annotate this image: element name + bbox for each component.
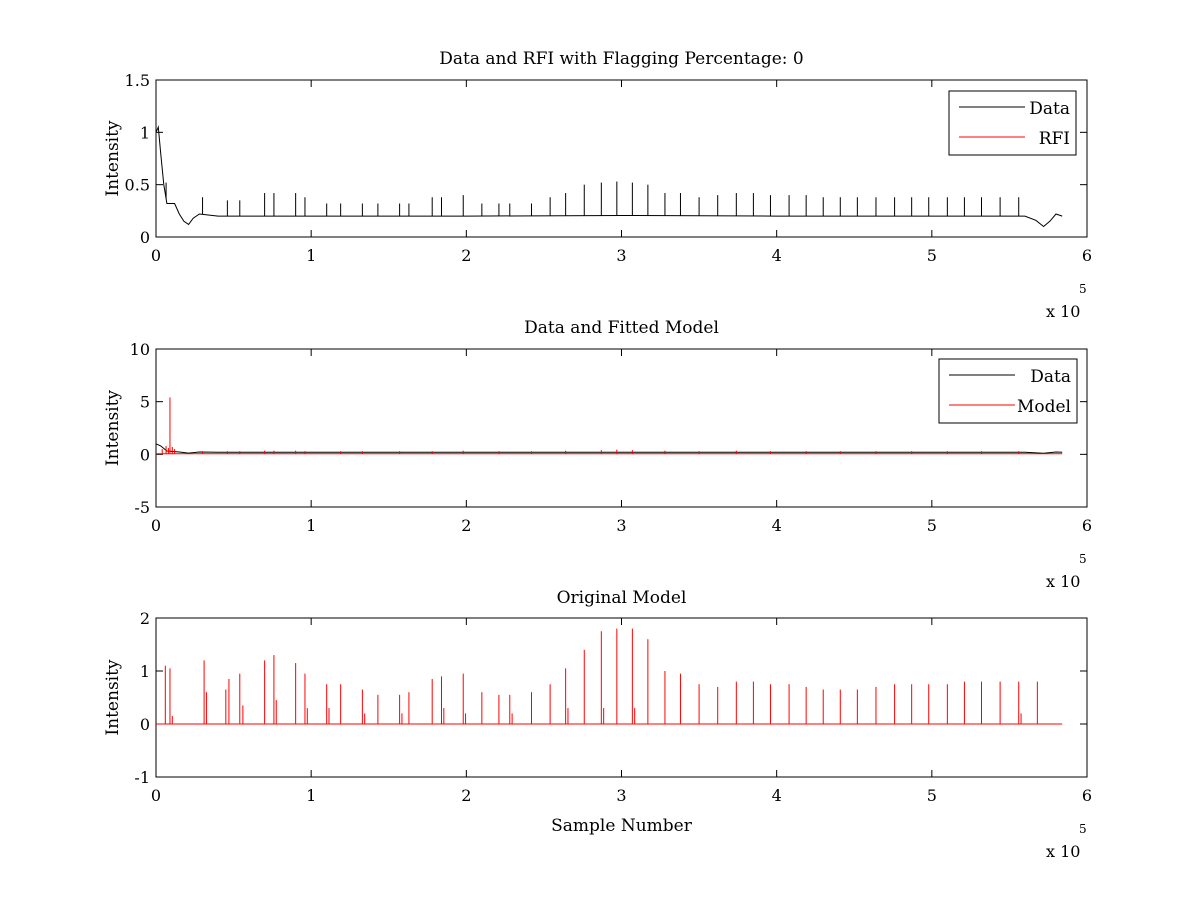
x-tick-label: 1	[306, 516, 316, 535]
x-tick-label: 0	[151, 786, 161, 805]
y-axis-label: Intensity	[103, 120, 123, 196]
x-tick-label: 5	[927, 516, 937, 535]
y-tick-label: 0	[140, 228, 150, 247]
x-exponent-power: 5	[1079, 822, 1087, 836]
x-tick-label: 5	[927, 246, 937, 265]
x-tick-label: 6	[1082, 516, 1092, 535]
x-tick-label: 2	[461, 246, 471, 265]
legend-label: Model	[1017, 397, 1071, 417]
legend-label: RFI	[1039, 129, 1070, 149]
x-tick-label: 3	[616, 516, 626, 535]
x-exponent-power: 5	[1079, 552, 1087, 566]
chart-title: Original Model	[557, 588, 687, 608]
x-tick-label: 3	[616, 246, 626, 265]
y-tick-label: -1	[134, 768, 150, 787]
x-exponent-label: x 10	[1046, 842, 1080, 861]
x-exponent-power: 5	[1079, 282, 1087, 296]
legend-label: Data	[1030, 367, 1071, 387]
x-tick-label: 2	[461, 516, 471, 535]
x-tick-label: 0	[151, 516, 161, 535]
legend: Data RFI	[948, 90, 1077, 156]
y-tick-label: 0.5	[125, 176, 150, 195]
x-axis-label: Sample Number	[551, 816, 693, 836]
plot-area	[155, 348, 1088, 508]
x-tick-label: 1	[306, 786, 316, 805]
plot-area	[155, 617, 1088, 778]
x-tick-label: 5	[927, 786, 937, 805]
x-exponent-label: x 10	[1046, 302, 1080, 321]
chart-title: Data and RFI with Flagging Percentage: 0	[439, 49, 803, 69]
x-tick-label: 3	[616, 786, 626, 805]
y-tick-label: 0	[140, 445, 150, 464]
x-tick-label: 4	[772, 516, 782, 535]
x-tick-label: 1	[306, 246, 316, 265]
legend-box	[948, 90, 1077, 156]
x-exponent-label: x 10	[1046, 572, 1080, 591]
x-tick-label: 2	[461, 786, 471, 805]
legend: Data Model	[938, 358, 1078, 424]
y-axis-label: Intensity	[103, 390, 123, 466]
y-tick-label: 0	[140, 715, 150, 734]
x-tick-label: 0	[151, 246, 161, 265]
x-tick-label: 4	[772, 786, 782, 805]
y-tick-label: 1	[140, 123, 150, 142]
legend-box	[938, 358, 1078, 424]
x-tick-label: 6	[1082, 246, 1092, 265]
y-tick-label: 2	[140, 609, 150, 628]
legend-label: Data	[1029, 99, 1070, 119]
y-tick-label: -5	[134, 498, 150, 517]
plot-area	[155, 79, 1088, 238]
y-tick-label: 5	[140, 393, 150, 412]
chart-title: Data and Fitted Model	[524, 318, 719, 338]
y-tick-label: 1.5	[125, 71, 150, 90]
y-tick-label: 1	[140, 662, 150, 681]
chart-panel-1: Data and RFI with Flagging Percentage: 0…	[103, 49, 1092, 321]
x-tick-label: 6	[1082, 786, 1092, 805]
y-axis-label: Intensity	[103, 659, 123, 735]
x-tick-label: 4	[772, 246, 782, 265]
y-tick-label: 10	[130, 340, 150, 359]
